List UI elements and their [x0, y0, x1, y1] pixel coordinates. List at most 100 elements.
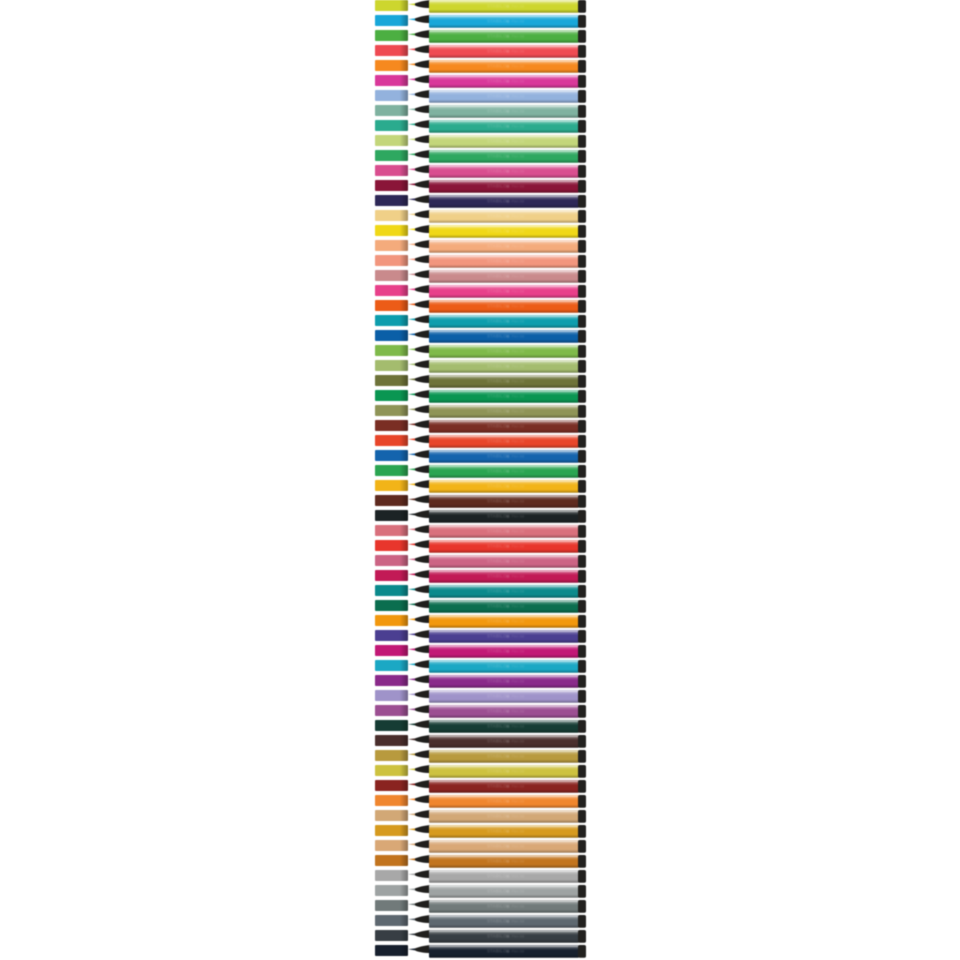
svg-text:Pen 68: Pen 68: [512, 198, 525, 203]
svg-text:Pen 68: Pen 68: [512, 318, 525, 323]
svg-text:STABILO: STABILO: [487, 289, 507, 294]
svg-text:Pen 68: Pen 68: [512, 483, 525, 488]
svg-text:STABILO: STABILO: [487, 49, 507, 54]
svg-text:STABILO: STABILO: [487, 484, 507, 489]
svg-text:STABILO: STABILO: [487, 499, 507, 504]
svg-text:Pen 68: Pen 68: [512, 558, 525, 563]
svg-text:STABILO: STABILO: [487, 364, 507, 369]
svg-text:Pen 68: Pen 68: [512, 303, 525, 308]
svg-text:Pen 68: Pen 68: [512, 948, 525, 953]
svg-text:Pen 68: Pen 68: [512, 168, 525, 173]
svg-text:Pen 68: Pen 68: [512, 603, 525, 608]
svg-text:Pen 68: Pen 68: [512, 288, 525, 293]
svg-text:Pen 68: Pen 68: [512, 663, 525, 668]
svg-text:STABILO: STABILO: [487, 64, 507, 69]
svg-text:Pen 68: Pen 68: [512, 93, 525, 98]
svg-text:Pen 68: Pen 68: [512, 348, 525, 353]
svg-text:STABILO: STABILO: [487, 874, 507, 879]
svg-text:Pen 68: Pen 68: [512, 873, 525, 878]
svg-text:STABILO: STABILO: [487, 844, 507, 849]
svg-text:Pen 68: Pen 68: [512, 243, 525, 248]
svg-text:STABILO: STABILO: [487, 109, 507, 114]
svg-text:STABILO: STABILO: [487, 769, 507, 774]
svg-text:Pen 68: Pen 68: [512, 888, 525, 893]
svg-text:STABILO: STABILO: [487, 559, 507, 564]
svg-text:STABILO: STABILO: [487, 919, 507, 924]
svg-text:Pen 68: Pen 68: [512, 3, 525, 8]
svg-text:STABILO: STABILO: [487, 319, 507, 324]
svg-text:STABILO: STABILO: [487, 454, 507, 459]
svg-text:Pen 68: Pen 68: [512, 468, 525, 473]
svg-text:STABILO: STABILO: [487, 334, 507, 339]
svg-text:Pen 68: Pen 68: [512, 513, 525, 518]
svg-text:Pen 68: Pen 68: [512, 828, 525, 833]
svg-text:STABILO: STABILO: [487, 604, 507, 609]
svg-text:STABILO: STABILO: [487, 949, 507, 954]
svg-text:STABILO: STABILO: [487, 934, 507, 939]
svg-text:Pen 68: Pen 68: [512, 738, 525, 743]
svg-text:STABILO: STABILO: [487, 349, 507, 354]
svg-text:Pen 68: Pen 68: [512, 258, 525, 263]
svg-text:STABILO: STABILO: [487, 409, 507, 414]
svg-text:STABILO: STABILO: [487, 439, 507, 444]
svg-text:Pen 68: Pen 68: [512, 153, 525, 158]
svg-text:Pen 68: Pen 68: [512, 633, 525, 638]
svg-text:STABILO: STABILO: [487, 694, 507, 699]
svg-text:Pen 68: Pen 68: [512, 273, 525, 278]
svg-text:Pen 68: Pen 68: [512, 33, 525, 38]
svg-text:STABILO: STABILO: [487, 469, 507, 474]
svg-text:Pen 68: Pen 68: [512, 933, 525, 938]
svg-text:Pen 68: Pen 68: [512, 408, 525, 413]
svg-text:STABILO: STABILO: [487, 394, 507, 399]
svg-text:Pen 68: Pen 68: [512, 528, 525, 533]
svg-text:STABILO: STABILO: [487, 724, 507, 729]
svg-text:STABILO: STABILO: [487, 4, 507, 9]
svg-text:Pen 68: Pen 68: [512, 498, 525, 503]
svg-text:Pen 68: Pen 68: [512, 918, 525, 923]
svg-text:STABILO: STABILO: [487, 199, 507, 204]
svg-text:Pen 68: Pen 68: [512, 438, 525, 443]
svg-text:Pen 68: Pen 68: [512, 618, 525, 623]
svg-text:Pen 68: Pen 68: [512, 393, 525, 398]
svg-text:Pen 68: Pen 68: [512, 573, 525, 578]
svg-text:Pen 68: Pen 68: [512, 63, 525, 68]
svg-text:Pen 68: Pen 68: [512, 363, 525, 368]
svg-text:STABILO: STABILO: [487, 274, 507, 279]
svg-text:Pen 68: Pen 68: [512, 843, 525, 848]
svg-text:STABILO: STABILO: [487, 754, 507, 759]
svg-text:STABILO: STABILO: [487, 619, 507, 624]
svg-text:STABILO: STABILO: [487, 904, 507, 909]
svg-text:STABILO: STABILO: [487, 589, 507, 594]
svg-text:STABILO: STABILO: [487, 19, 507, 24]
svg-text:STABILO: STABILO: [487, 229, 507, 234]
svg-text:Pen 68: Pen 68: [512, 108, 525, 113]
svg-text:Pen 68: Pen 68: [512, 48, 525, 53]
svg-text:STABILO: STABILO: [487, 739, 507, 744]
svg-text:STABILO: STABILO: [487, 889, 507, 894]
svg-text:Pen 68: Pen 68: [512, 423, 525, 428]
svg-text:STABILO: STABILO: [487, 424, 507, 429]
svg-text:STABILO: STABILO: [487, 664, 507, 669]
svg-text:Pen 68: Pen 68: [512, 543, 525, 548]
svg-text:Pen 68: Pen 68: [512, 138, 525, 143]
svg-text:STABILO: STABILO: [487, 679, 507, 684]
svg-text:Pen 68: Pen 68: [512, 678, 525, 683]
svg-text:STABILO: STABILO: [487, 814, 507, 819]
svg-text:Pen 68: Pen 68: [512, 18, 525, 23]
svg-text:Pen 68: Pen 68: [512, 378, 525, 383]
svg-text:STABILO: STABILO: [487, 379, 507, 384]
svg-text:STABILO: STABILO: [487, 184, 507, 189]
svg-text:STABILO: STABILO: [487, 634, 507, 639]
svg-text:STABILO: STABILO: [487, 574, 507, 579]
svg-text:STABILO: STABILO: [487, 859, 507, 864]
svg-text:Pen 68: Pen 68: [512, 183, 525, 188]
svg-text:Pen 68: Pen 68: [512, 213, 525, 218]
svg-text:Pen 68: Pen 68: [512, 648, 525, 653]
svg-text:STABILO: STABILO: [487, 169, 507, 174]
svg-text:STABILO: STABILO: [487, 514, 507, 519]
svg-text:STABILO: STABILO: [487, 214, 507, 219]
svg-text:Pen 68: Pen 68: [512, 753, 525, 758]
svg-text:Pen 68: Pen 68: [512, 693, 525, 698]
svg-text:STABILO: STABILO: [487, 244, 507, 249]
svg-text:STABILO: STABILO: [487, 544, 507, 549]
